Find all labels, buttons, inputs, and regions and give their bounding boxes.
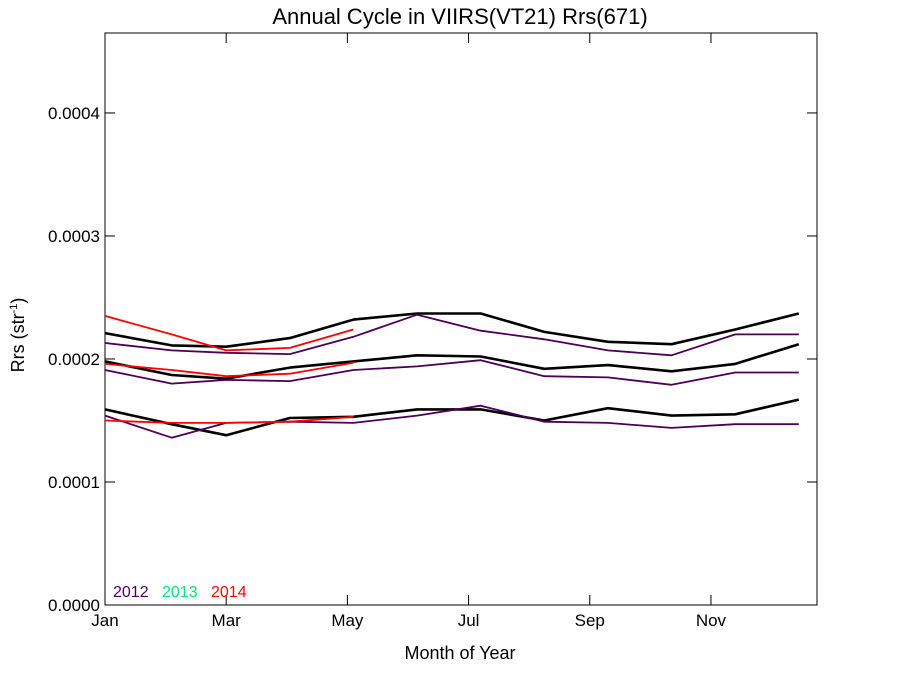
- series-layer: [104, 312, 800, 439]
- y-axis-label-sup: -1: [8, 304, 20, 314]
- year-line-8: [104, 415, 354, 424]
- x-tick-label-4: Sep: [575, 611, 605, 630]
- year-line-7: [104, 361, 354, 378]
- climatology-line-0: [104, 312, 800, 349]
- year-line-5: [104, 404, 799, 439]
- climatology-line-2: [104, 398, 800, 437]
- x-axis-label: Month of Year: [404, 643, 515, 663]
- legend-item-2012: 2012: [113, 584, 149, 601]
- legend: 2012 2013 2014: [113, 584, 247, 601]
- year-line-6: [104, 315, 354, 352]
- year-line-3: [104, 313, 799, 357]
- x-tick-label-1: Mar: [212, 611, 242, 630]
- legend-item-2013: 2013: [162, 584, 198, 601]
- y-tick-label-0: 0.0000: [48, 596, 100, 615]
- y-axis-label-close: ): [8, 298, 28, 304]
- y-tick-label-3: 0.0003: [48, 227, 100, 246]
- legend-item-2014: 2014: [211, 584, 247, 601]
- chart-title: Annual Cycle in VIIRS(VT21) Rrs(671): [272, 4, 647, 29]
- climatology-line-1: [104, 342, 800, 381]
- x-tick-label-5: Nov: [696, 611, 727, 630]
- plot-frame: [104, 32, 818, 606]
- y-tick-label-1: 0.0001: [48, 473, 100, 492]
- x-tick-label-0: Jan: [91, 611, 118, 630]
- tick-layer: Jan Mar May Jul Sep Nov 0.0000 0.0001 0.0002 0.00…: [48, 33, 817, 630]
- y-axis-label-main: Rrs (str: [8, 313, 28, 372]
- x-tick-label-3: Jul: [458, 611, 480, 630]
- y-axis-label: Rrs (str-1): [8, 298, 28, 373]
- y-tick-label-2: 0.0002: [48, 350, 100, 369]
- y-tick-label-4: 0.0004: [48, 104, 100, 123]
- x-tick-label-2: May: [331, 611, 364, 630]
- year-line-4: [104, 359, 799, 386]
